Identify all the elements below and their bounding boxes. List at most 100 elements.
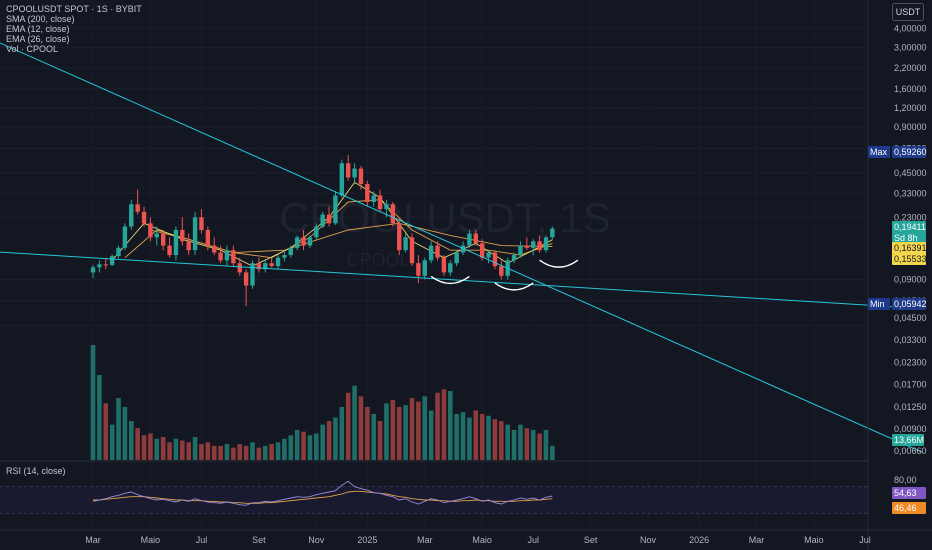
price-tick-label: 0,03300 [894, 335, 927, 345]
volume-bar [231, 447, 236, 460]
price-tick-label: 0,09000 [894, 274, 927, 284]
candle [448, 260, 453, 276]
volume-bar [218, 445, 223, 460]
volume-bar [333, 417, 338, 460]
candle [422, 257, 427, 280]
volume-bars [90, 345, 555, 460]
min-tag-box [868, 298, 890, 310]
volume-bar [352, 385, 357, 460]
candle-body [199, 217, 204, 230]
legend-volume[interactable]: Vol · CPOOL [6, 44, 59, 54]
time-tick-label: Jul [196, 535, 208, 545]
volume-bar [167, 442, 172, 460]
volume-bar [116, 398, 121, 460]
candle [314, 223, 319, 240]
candle-body [129, 204, 134, 227]
candle-body [377, 195, 383, 210]
volume-bar [154, 438, 160, 460]
candle [243, 269, 249, 307]
candle-body [212, 245, 217, 253]
candle-body [167, 245, 172, 256]
candle-body [160, 233, 166, 246]
price-tick-label: 0,00660 [894, 446, 927, 456]
candle-body [435, 245, 440, 258]
trendlines [0, 42, 923, 453]
volume-bar [192, 437, 198, 460]
volume-bar [537, 433, 542, 460]
candle-body [384, 204, 389, 210]
volume-bar [435, 392, 440, 460]
candle-body [301, 237, 306, 246]
min-tag-text: Min [870, 299, 885, 309]
candle [352, 163, 357, 185]
volume-bar [530, 429, 536, 460]
candle [250, 260, 255, 289]
candle-body [109, 256, 115, 265]
candle [346, 154, 351, 181]
candle-body [473, 233, 478, 244]
candle [256, 257, 262, 273]
candle-body [294, 237, 300, 248]
candle [263, 260, 268, 273]
volume-bar [288, 435, 294, 460]
time-tick-label: Maio [472, 535, 492, 545]
candle [301, 229, 306, 251]
symbol-line[interactable]: CPOOLUSDT SPOT · 1S · BYBIT [6, 4, 142, 14]
volume-bar [409, 398, 415, 460]
candle [326, 206, 332, 227]
rsi-value-text: 54,63 [894, 488, 917, 498]
candle [218, 245, 223, 264]
candle-body [492, 252, 498, 267]
time-tick-label: Nov [640, 535, 657, 545]
legend-rsi[interactable]: RSI (14, close) [6, 466, 66, 476]
candle [275, 255, 281, 270]
candle-body [371, 195, 376, 202]
time-tick-label: Mar [85, 535, 101, 545]
candle-body [90, 267, 96, 273]
volume-bar [224, 444, 230, 460]
candle [294, 235, 300, 251]
legend-ema26[interactable]: EMA (26, close) [6, 34, 70, 44]
candle [543, 235, 549, 253]
price-tick-label: 1,20000 [894, 103, 927, 113]
candle-body [543, 237, 549, 251]
candle-body [397, 223, 402, 251]
candle [390, 201, 396, 227]
candle [173, 226, 179, 261]
candle [154, 226, 159, 246]
volume-bar [97, 375, 102, 460]
volume-bar [211, 445, 217, 460]
volume-bar [256, 447, 262, 460]
candle [499, 260, 504, 280]
volume-bar [90, 345, 96, 460]
volume-bar [282, 438, 287, 460]
trendline [0, 251, 923, 309]
currency-button[interactable]: USDT [892, 3, 924, 21]
candle [467, 229, 472, 248]
candle [416, 255, 421, 284]
candle-body [518, 245, 523, 256]
legend-sma200[interactable]: SMA (200, close) [6, 14, 75, 24]
candle-body [269, 263, 274, 267]
volume-bar [160, 437, 166, 460]
candle-body [263, 263, 268, 270]
candle-body [409, 237, 415, 264]
volume-bar [173, 438, 179, 460]
candle-body [441, 257, 447, 273]
legend-ema12[interactable]: EMA (12, close) [6, 24, 70, 34]
last-price: 0,19411 [892, 221, 926, 233]
candle-body [307, 237, 313, 246]
candle [186, 233, 191, 256]
candle [518, 241, 523, 258]
candle [511, 252, 517, 264]
candle-body [224, 250, 230, 261]
volume-bar [320, 424, 325, 460]
volume-bar [294, 429, 300, 460]
volume-bar [301, 431, 306, 460]
candle [550, 226, 555, 240]
volume-bar [262, 445, 268, 460]
candle-body [339, 163, 345, 196]
candle [212, 237, 217, 256]
time-tick-label: Mar [749, 535, 765, 545]
